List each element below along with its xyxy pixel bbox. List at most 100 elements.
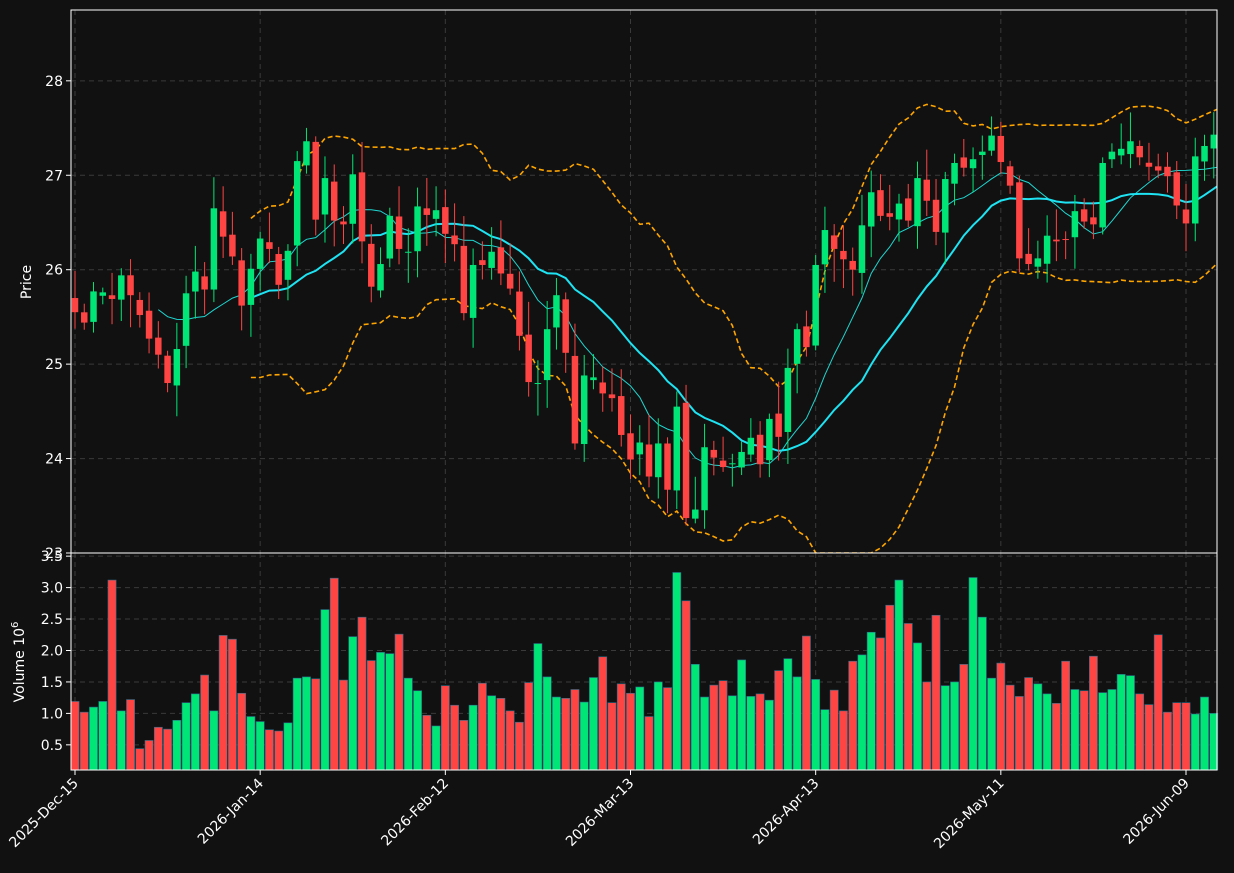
volume-bar xyxy=(1033,683,1043,771)
x-tick-label: 2026-May-11 xyxy=(931,776,1008,853)
candle-body xyxy=(201,276,208,290)
candle-body xyxy=(432,210,440,219)
moving-average-fast-line xyxy=(157,166,1217,469)
candle-body xyxy=(849,260,856,270)
candle-body xyxy=(488,251,495,268)
volume-bar xyxy=(413,690,422,771)
volume-bar xyxy=(311,678,321,771)
candle-body xyxy=(1127,141,1134,155)
candle-body xyxy=(969,159,977,169)
candle-body xyxy=(682,402,690,519)
candle-body xyxy=(867,192,875,227)
volume-tick-label: 0.5 xyxy=(41,738,63,754)
candle-body xyxy=(571,355,579,444)
volume-bar xyxy=(765,699,774,771)
candle-body xyxy=(803,326,810,348)
candle-body xyxy=(99,292,107,296)
volume-bar xyxy=(774,670,784,771)
candle-body xyxy=(608,394,616,399)
candle-body xyxy=(784,367,792,433)
candle-body xyxy=(405,251,412,253)
candle-body xyxy=(451,235,458,245)
candle-body xyxy=(599,382,606,394)
candle-body xyxy=(618,396,625,435)
candle-body xyxy=(247,268,255,305)
volume-bar xyxy=(616,683,626,771)
candle-body xyxy=(460,245,468,314)
price-axis-ticks: 23 24 25 26 27 28 xyxy=(45,74,71,562)
volume-bar xyxy=(265,729,274,771)
candle-body xyxy=(284,250,292,280)
candle-body xyxy=(645,444,653,477)
candle-body xyxy=(192,271,199,292)
candle-body xyxy=(1053,239,1060,242)
candle-body xyxy=(858,225,866,273)
volume-bar xyxy=(598,656,608,771)
candle-body xyxy=(1173,172,1180,206)
candle-body xyxy=(840,250,847,260)
volume-bar xyxy=(477,682,487,771)
candle-body xyxy=(1043,235,1051,264)
volume-tick-label: 1.5 xyxy=(41,675,63,691)
price-axis-label: Price xyxy=(19,265,35,299)
candle-body xyxy=(905,198,912,221)
candle-body xyxy=(238,260,245,306)
candle-body xyxy=(812,264,819,346)
volume-bar xyxy=(366,660,376,771)
price-tick-label: 25 xyxy=(45,357,63,373)
candle-body xyxy=(988,135,995,151)
candle-body xyxy=(692,509,699,519)
candle-body xyxy=(118,275,125,300)
volume-bar xyxy=(1181,702,1191,771)
volume-bar xyxy=(302,676,311,771)
volume-bar xyxy=(663,687,672,771)
candle-body xyxy=(229,234,236,257)
price-tick-label: 27 xyxy=(45,168,63,184)
volume-bar xyxy=(1135,693,1145,771)
volume-bar xyxy=(1005,684,1015,771)
volume-bar xyxy=(940,685,950,771)
candle-body xyxy=(923,179,931,201)
volume-bar xyxy=(811,679,821,771)
volume-bar xyxy=(561,697,571,771)
volume-bar xyxy=(394,633,404,771)
candle-body xyxy=(358,172,366,242)
volume-bar xyxy=(190,693,200,771)
candle-body xyxy=(1025,253,1032,265)
volume-bar xyxy=(116,710,126,771)
volume-bar xyxy=(672,572,682,771)
volume-bar xyxy=(450,704,459,771)
volume-bar xyxy=(218,635,228,771)
candle-body xyxy=(173,349,181,386)
x-tick-label: 2026-Jun-09 xyxy=(1121,776,1193,848)
moving-average-slow-line xyxy=(250,185,1217,452)
candle-body xyxy=(1229,105,1234,133)
candle-body xyxy=(219,211,227,237)
volume-bar xyxy=(403,677,413,771)
volume-bar xyxy=(1153,634,1163,771)
candle-body xyxy=(701,447,708,511)
candle-body xyxy=(636,442,643,455)
candle-body xyxy=(1006,166,1014,186)
candle-body xyxy=(932,199,940,232)
volume-bar xyxy=(1014,696,1024,771)
volume-bar xyxy=(1107,689,1117,771)
volume-bar xyxy=(144,740,154,771)
volume-bar xyxy=(209,710,219,771)
candle-body xyxy=(793,329,801,364)
volume-bar xyxy=(802,635,811,771)
candle-body xyxy=(553,295,560,328)
volume-bar xyxy=(839,710,848,771)
volume-bar xyxy=(1190,713,1200,771)
indicator-lines xyxy=(157,103,1217,553)
candle-body xyxy=(516,291,523,336)
volume-bar xyxy=(505,710,515,771)
volume-bar xyxy=(552,696,561,771)
candle-body xyxy=(766,418,773,461)
volume-bar xyxy=(1061,660,1071,771)
candle-body xyxy=(627,433,634,460)
volume-bar xyxy=(348,636,358,771)
volume-bar xyxy=(579,701,589,771)
candle-body xyxy=(108,295,116,299)
volume-bar xyxy=(1042,693,1052,771)
